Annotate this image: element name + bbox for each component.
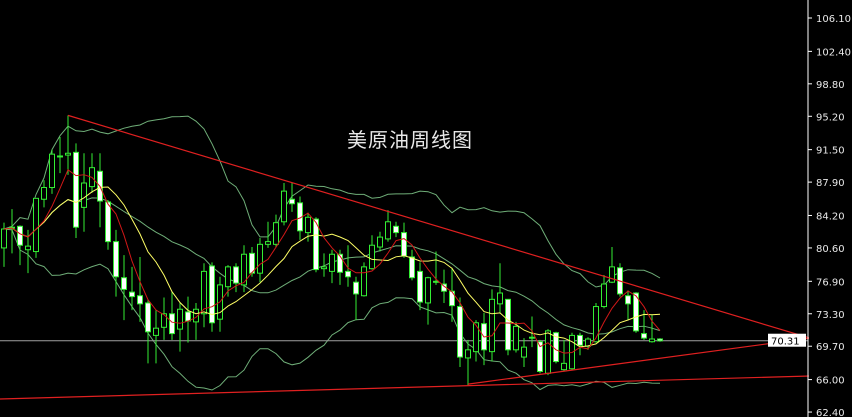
candle-up	[1, 228, 7, 249]
candle-down	[169, 313, 175, 335]
candle-up	[425, 277, 431, 304]
candle-down	[393, 225, 399, 234]
y-tick-label: 84.20	[816, 211, 845, 222]
candle-up	[65, 152, 71, 156]
candle-up	[561, 362, 567, 371]
axis-background	[809, 0, 852, 417]
candle-down	[417, 270, 423, 303]
candle-down	[337, 253, 343, 273]
candle-up	[281, 190, 287, 223]
y-tick-label: 80.60	[816, 244, 845, 255]
candle-up	[321, 266, 327, 270]
candle-up	[593, 306, 599, 343]
y-tick-label: 95.20	[816, 112, 845, 123]
candle-down	[409, 256, 415, 279]
candle-down	[641, 333, 647, 339]
candle-down	[209, 265, 215, 324]
candle-down	[537, 341, 543, 372]
candle-up	[57, 155, 63, 158]
candle-up	[201, 270, 207, 315]
y-tick-label: 73.30	[816, 310, 845, 321]
candle-down	[185, 311, 191, 322]
candle-down	[121, 277, 127, 290]
candle-up	[329, 253, 335, 272]
candle-up	[49, 153, 55, 189]
candle-down	[105, 201, 111, 243]
candle-up	[241, 253, 247, 286]
y-tick-label: 66.00	[816, 376, 845, 387]
candle-down	[345, 270, 351, 278]
candle-up	[257, 243, 263, 274]
candle-up	[25, 245, 31, 251]
candle-up	[361, 266, 367, 297]
candle-up	[609, 266, 615, 283]
candle-up	[161, 313, 167, 328]
candle-up	[265, 241, 271, 245]
candle-down	[625, 295, 631, 305]
candle-down	[433, 280, 439, 283]
candle-down	[289, 198, 295, 205]
ma-slow-line	[3, 186, 661, 348]
trendline	[0, 375, 811, 400]
candle-up	[601, 283, 607, 308]
trendline	[67, 114, 811, 339]
candle-down	[529, 336, 535, 339]
candle-up	[465, 349, 471, 359]
candle-up	[33, 197, 39, 253]
y-tick-label: 102.40	[816, 47, 851, 58]
bollinger-upper-line	[3, 115, 661, 288]
candle-down	[73, 151, 79, 228]
candle-up	[305, 216, 311, 234]
candle-up	[545, 330, 551, 374]
candle-up	[193, 308, 199, 323]
candle-up	[649, 338, 655, 343]
candle-up	[273, 222, 279, 245]
chart-title: 美原油周线图	[347, 128, 473, 152]
candle-down	[313, 218, 319, 271]
candle-down	[353, 281, 359, 295]
bollinger-lower-line	[3, 228, 661, 391]
candle-down	[137, 295, 143, 305]
candle-up	[521, 346, 527, 358]
candle-down	[233, 266, 239, 284]
trendline	[467, 337, 811, 385]
y-tick-label: 98.80	[816, 80, 845, 91]
candle-up	[153, 327, 159, 336]
candle-up	[177, 308, 183, 330]
candle-up	[385, 221, 391, 240]
candle-up	[41, 187, 47, 200]
candle-down	[657, 338, 663, 342]
candle-down	[633, 292, 639, 332]
ma-fast-line	[3, 169, 661, 354]
y-tick-label: 62.40	[816, 408, 845, 417]
y-tick-label: 69.70	[816, 342, 845, 353]
candle-up	[497, 292, 503, 305]
candle-down	[401, 232, 407, 257]
candle-up	[489, 298, 495, 353]
candle-down	[113, 241, 119, 278]
y-tick-label: 76.90	[816, 277, 845, 288]
candle-up	[513, 325, 519, 351]
y-tick-label: 106.10	[816, 14, 851, 25]
candle-up	[225, 266, 231, 288]
last-price-box	[768, 333, 806, 347]
candle-up	[81, 182, 87, 208]
candle-down	[577, 334, 583, 346]
last-price-label: 70.31	[771, 337, 800, 348]
candle-down	[129, 291, 135, 298]
candle-down	[17, 225, 23, 246]
candle-up	[369, 244, 375, 270]
candle-up	[377, 236, 383, 248]
y-tick-label: 91.50	[816, 146, 845, 157]
candle-down	[505, 298, 511, 351]
candle-up	[473, 322, 479, 353]
y-tick-label: 87.90	[816, 178, 845, 189]
candle-down	[145, 302, 151, 333]
candle-down	[457, 306, 463, 358]
